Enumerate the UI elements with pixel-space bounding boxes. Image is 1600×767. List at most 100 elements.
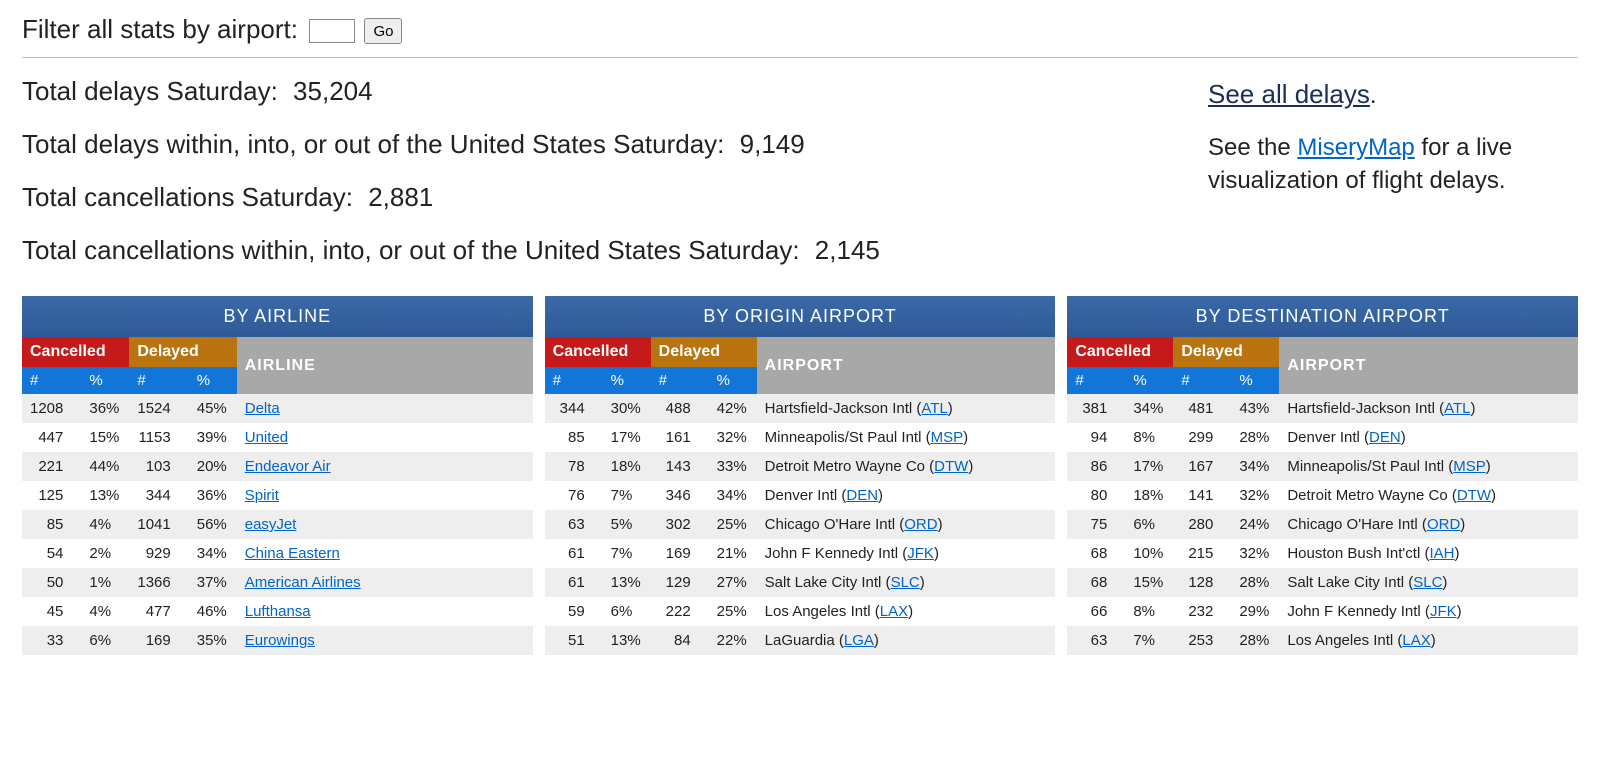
delayed-header[interactable]: Delayed	[129, 337, 236, 367]
delayed-count: 1366	[129, 568, 188, 597]
table-row: 668%23229%John F Kennedy Intl (JFK)	[1067, 597, 1578, 626]
airport-code-link[interactable]: LGA	[844, 632, 874, 649]
cancelled-count: 45	[22, 597, 81, 626]
cancelled-count: 221	[22, 452, 81, 481]
delayed-header[interactable]: Delayed	[1173, 337, 1279, 367]
airline-link[interactable]: China Eastern	[245, 545, 340, 562]
count-header[interactable]: #	[1067, 367, 1125, 394]
airport-name: Chicago O'Hare Intl (	[765, 516, 905, 533]
summary-line: Total cancellations Saturday: 2,881	[22, 182, 1188, 213]
airport-code-link[interactable]: DEN	[846, 487, 878, 504]
delayed-count: 222	[651, 597, 709, 626]
airport-code-link[interactable]: DTW	[1457, 487, 1491, 504]
airport-code-link[interactable]: IAH	[1429, 545, 1454, 562]
percent-header[interactable]: %	[603, 367, 651, 394]
airport-code-link[interactable]: ATL	[921, 400, 947, 417]
miserymap-sentence: See the MiseryMap for a live visualizati…	[1208, 131, 1578, 198]
airport-code-link[interactable]: SLC	[1413, 574, 1442, 591]
cancelled-count: 61	[545, 568, 603, 597]
airport-name: Los Angeles Intl (	[1287, 632, 1402, 649]
row-name: United	[237, 423, 533, 452]
delayed-percent: 21%	[709, 539, 757, 568]
cancelled-header[interactable]: Cancelled	[22, 337, 129, 367]
percent-header[interactable]: %	[709, 367, 757, 394]
name-column-header[interactable]: AIRPORT	[1279, 337, 1578, 394]
airport-name: Hartsfield-Jackson Intl (	[1287, 400, 1444, 417]
count-header[interactable]: #	[22, 367, 81, 394]
summary-stats: Total delays Saturday: 35,204Total delay…	[22, 76, 1188, 288]
percent-header[interactable]: %	[81, 367, 129, 394]
count-header[interactable]: #	[1173, 367, 1231, 394]
airline-link[interactable]: Endeavor Air	[245, 458, 331, 475]
table-row: 34430%48842%Hartsfield-Jackson Intl (ATL…	[545, 394, 1056, 423]
percent-header[interactable]: %	[1125, 367, 1173, 394]
percent-header[interactable]: %	[1231, 367, 1279, 394]
cancelled-header[interactable]: Cancelled	[545, 337, 651, 367]
airport-code-link[interactable]: LAX	[1402, 632, 1430, 649]
airport-name-post: )	[1460, 516, 1465, 533]
row-name: Detroit Metro Wayne Co (DTW)	[1279, 481, 1578, 510]
airport-name: Minneapolis/St Paul Intl (	[765, 429, 931, 446]
cancelled-percent: 8%	[1125, 423, 1173, 452]
airline-link[interactable]: American Airlines	[245, 574, 361, 591]
miserymap-link[interactable]: MiseryMap	[1297, 134, 1414, 161]
airline-link[interactable]: Spirit	[245, 487, 279, 504]
table-title: BY AIRLINE	[22, 296, 533, 337]
count-header[interactable]: #	[545, 367, 603, 394]
cancelled-percent: 13%	[603, 626, 651, 655]
cancelled-count: 78	[545, 452, 603, 481]
airport-code-link[interactable]: LAX	[880, 603, 908, 620]
airport-code-link[interactable]: ORD	[904, 516, 937, 533]
delayed-count: 477	[129, 597, 188, 626]
cancelled-count: 68	[1067, 568, 1125, 597]
row-name: China Eastern	[237, 539, 533, 568]
airport-name-post: )	[1486, 458, 1491, 475]
summary-line: Total delays within, into, or out of the…	[22, 129, 1188, 160]
airline-link[interactable]: Delta	[245, 400, 280, 417]
airport-code-link[interactable]: DEN	[1369, 429, 1401, 446]
airport-code-link[interactable]: MSP	[931, 429, 964, 446]
airline-link[interactable]: Eurowings	[245, 632, 315, 649]
name-column-header[interactable]: AIRLINE	[237, 337, 533, 394]
name-column-header[interactable]: AIRPORT	[757, 337, 1056, 394]
table-row: 6815%12828%Salt Lake City Intl (SLC)	[1067, 568, 1578, 597]
row-name: John F Kennedy Intl (JFK)	[1279, 597, 1578, 626]
airport-code-link[interactable]: JFK	[907, 545, 934, 562]
cancelled-percent: 17%	[603, 423, 651, 452]
cancelled-count: 447	[22, 423, 81, 452]
go-button[interactable]: Go	[364, 18, 402, 44]
airport-name: Houston Bush Int'ctl (	[1287, 545, 1429, 562]
airport-name-post: )	[1454, 545, 1459, 562]
airport-name-post: )	[968, 458, 973, 475]
count-header[interactable]: #	[651, 367, 709, 394]
airport-code-link[interactable]: ORD	[1427, 516, 1460, 533]
delayed-count: 1524	[129, 394, 188, 423]
count-header[interactable]: #	[129, 367, 188, 394]
row-name: Los Angeles Intl (LAX)	[1279, 626, 1578, 655]
row-name: Hartsfield-Jackson Intl (ATL)	[1279, 394, 1578, 423]
delayed-header[interactable]: Delayed	[651, 337, 757, 367]
row-name: Denver Intl (DEN)	[757, 481, 1056, 510]
table-row: 617%16921%John F Kennedy Intl (JFK)	[545, 539, 1056, 568]
airport-code-link[interactable]: DTW	[934, 458, 968, 475]
delayed-count: 344	[129, 481, 188, 510]
airport-code-link[interactable]: SLC	[891, 574, 920, 591]
airline-link[interactable]: United	[245, 429, 288, 446]
airport-code-link[interactable]: ATL	[1444, 400, 1470, 417]
percent-header[interactable]: %	[189, 367, 237, 394]
airport-filter-input[interactable]	[309, 19, 355, 43]
airline-link[interactable]: easyJet	[245, 516, 297, 533]
cancelled-count: 85	[22, 510, 81, 539]
see-all-delays-link[interactable]: See all delays	[1208, 79, 1370, 109]
table-block: BY DESTINATION AIRPORTCancelledDelayedAI…	[1067, 296, 1578, 655]
delayed-count: 161	[651, 423, 709, 452]
cancelled-header[interactable]: Cancelled	[1067, 337, 1173, 367]
row-name: Chicago O'Hare Intl (ORD)	[1279, 510, 1578, 539]
delayed-percent: 29%	[1231, 597, 1279, 626]
summary-label: Total cancellations within, into, or out…	[22, 235, 800, 265]
table-row: 454%47746%Lufthansa	[22, 597, 533, 626]
airline-link[interactable]: Lufthansa	[245, 603, 311, 620]
airport-code-link[interactable]: MSP	[1453, 458, 1486, 475]
airport-code-link[interactable]: JFK	[1430, 603, 1457, 620]
misery-pre: See the	[1208, 134, 1297, 161]
